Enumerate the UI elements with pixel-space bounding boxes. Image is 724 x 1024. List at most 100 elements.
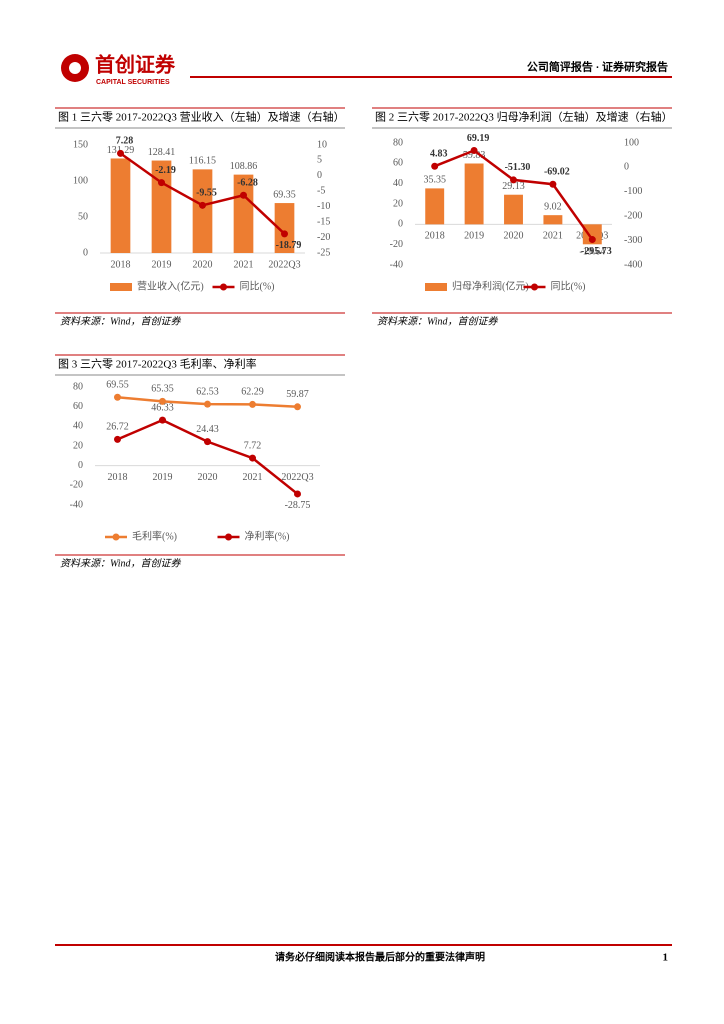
- legend-label: 净利率(%): [245, 529, 290, 542]
- line-point: [249, 400, 256, 408]
- line-point: [158, 179, 165, 187]
- bar: [192, 169, 213, 253]
- line-label: 59.87: [286, 389, 309, 400]
- legend-label: 同比(%): [551, 280, 586, 292]
- y-tick-label: 60: [73, 401, 83, 412]
- y2-tick-label: -15: [317, 216, 330, 227]
- x-tick-label: 2022Q3: [281, 472, 313, 483]
- line-label: -295.73: [581, 246, 612, 257]
- legend-swatch: [110, 283, 132, 291]
- bar-label: -19.64: [579, 247, 605, 258]
- line-label: -6.28: [237, 178, 258, 189]
- bar: [233, 174, 254, 253]
- chart-title: 图 1 三六零 2017-2022Q3 营业收入（左轴）及增速（右轴）: [58, 110, 345, 124]
- line-point: [549, 180, 557, 188]
- bar-label: 116.15: [189, 156, 216, 167]
- y-tick-label: 0: [83, 247, 88, 258]
- y2-tick-label: 0: [624, 162, 629, 173]
- x-tick-label: 2018: [108, 472, 128, 483]
- y2-tick-label: -25: [317, 247, 330, 258]
- y2-tick-label: 0: [317, 170, 322, 181]
- y-tick-label: 0: [398, 219, 403, 230]
- y-tick-label: 80: [393, 137, 403, 148]
- y-tick-label: 50: [78, 211, 88, 222]
- logo-en: CAPITAL SECURITIES: [96, 79, 170, 86]
- line-label: -18.79: [276, 240, 302, 251]
- source: 资料来源：Wind，首创证券: [377, 315, 499, 327]
- x-tick-label: 2021: [234, 259, 254, 270]
- x-tick-label: 2018: [111, 259, 131, 270]
- line-point: [199, 201, 206, 209]
- line-point: [510, 176, 517, 184]
- bar: [504, 194, 523, 225]
- line-point: [159, 397, 166, 405]
- y-tick-label: 100: [73, 175, 88, 186]
- bar-label: 59.83: [463, 150, 486, 161]
- x-tick-label: 2022Q3: [268, 259, 300, 270]
- x-tick-label: 2018: [425, 231, 445, 242]
- y-tick-label: 40: [73, 421, 83, 432]
- y-tick-label: -20: [390, 239, 403, 250]
- line-label: 7.28: [116, 136, 134, 147]
- line-label: 65.35: [151, 384, 174, 395]
- bar-label: 35.35: [423, 175, 446, 186]
- y-tick-label: -40: [70, 499, 83, 510]
- x-tick-label: 2019: [464, 231, 484, 242]
- line-label: 24.43: [196, 424, 219, 435]
- y2-tick-label: -400: [624, 259, 642, 270]
- source: 资料来源：Wind，首创证券: [60, 557, 182, 569]
- legend-marker: [225, 533, 232, 541]
- header-right: 公司简评报告 · 证券研究报告: [527, 60, 668, 74]
- logo-icon-inner: [69, 62, 81, 74]
- y2-tick-label: 100: [624, 137, 639, 148]
- bar: [543, 215, 563, 225]
- y-tick-label: 20: [73, 440, 83, 451]
- y2-tick-label: 10: [317, 139, 327, 150]
- bar: [151, 160, 172, 253]
- line-label: -28.75: [285, 500, 311, 511]
- y2-tick-label: -300: [624, 235, 642, 246]
- bar-label: 128.41: [148, 147, 176, 158]
- x-tick-label: 2021: [243, 472, 263, 483]
- line-point: [204, 438, 211, 446]
- x-tick-label: 2021: [543, 231, 563, 242]
- line-label: -51.30: [505, 162, 531, 173]
- y-tick-label: 40: [393, 178, 403, 189]
- line-point: [204, 400, 211, 408]
- line-point: [281, 230, 288, 238]
- line-point: [431, 162, 439, 170]
- y-tick-label: 0: [78, 460, 83, 471]
- bar: [274, 203, 295, 253]
- legend-marker: [531, 283, 538, 291]
- bar: [110, 158, 131, 253]
- x-tick-label: 2019: [153, 472, 173, 483]
- x-tick-label: 2020: [198, 472, 218, 483]
- line-point: [114, 393, 121, 401]
- bar: [582, 224, 602, 245]
- y2-tick-label: -5: [317, 186, 325, 197]
- line-label: 46.33: [151, 402, 174, 413]
- line-point: [249, 454, 256, 462]
- line-point: [117, 149, 124, 157]
- line-point: [588, 236, 596, 244]
- source: 资料来源：Wind，首创证券: [60, 315, 182, 327]
- line-point: [240, 191, 247, 199]
- footer-notice: 请务必仔细阅读本报告最后部分的重要法律声明: [275, 950, 485, 963]
- x-tick-label: 2019: [152, 259, 172, 270]
- legend-marker: [220, 283, 227, 291]
- bar: [425, 188, 445, 225]
- page-number: 1: [663, 952, 669, 964]
- legend-label: 归母净利润(亿元): [452, 279, 529, 292]
- bar-label: 69.35: [273, 189, 296, 200]
- bar-label: 108.86: [230, 161, 258, 172]
- line-label: 26.72: [106, 422, 129, 433]
- line-label: 4.83: [430, 149, 448, 160]
- y2-tick-label: -200: [624, 210, 642, 221]
- x-tick-label: 2020: [193, 259, 213, 270]
- line-point: [470, 147, 478, 155]
- line-label: 62.53: [196, 386, 219, 397]
- y-tick-label: -40: [390, 259, 403, 270]
- line-label: -9.55: [196, 188, 217, 199]
- line-label: 69.55: [106, 380, 129, 391]
